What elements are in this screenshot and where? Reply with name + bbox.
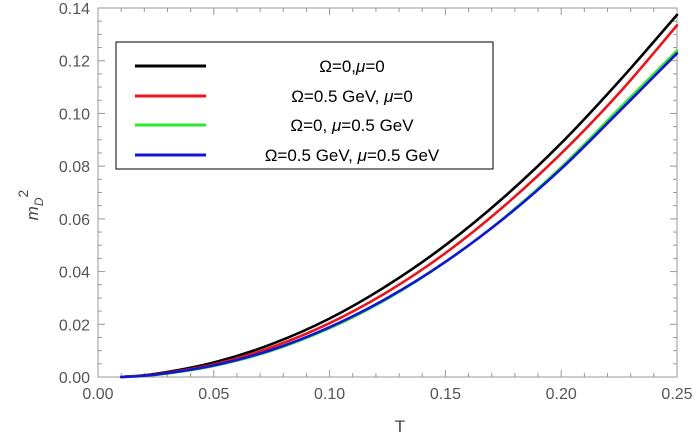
legend-label-part: =0 [365,57,384,76]
legend-items: Ω=0,μ=0Ω=0.5 GeV, μ=0Ω=0, μ=0.5 GeVΩ=0.5… [135,57,440,165]
legend: Ω=0,μ=0Ω=0.5 GeV, μ=0Ω=0, μ=0.5 GeVΩ=0.5… [115,41,494,170]
y-tick-label: 0.10 [59,106,90,123]
legend-label: Ω=0.5 GeV, μ=0 [291,87,413,106]
y-tick-label: 0.00 [59,370,90,387]
series-line-1 [119,13,679,379]
legend-item: Ω=0.5 GeV, μ=0.5 GeV [135,146,440,165]
legend-label-part: Ω=0, [319,57,356,76]
x-axis-label: T [395,417,405,436]
series-line-4 [119,52,679,379]
y-tick-label: 0.02 [59,317,90,334]
x-tick-label: 0.15 [430,386,461,403]
legend-label-part: Ω=0.5 GeV, [291,87,384,106]
legend-label-part: =0.5 GeV [341,116,414,135]
legend-label-part: Ω=0, [290,116,332,135]
x-tick-label: 0.10 [314,386,345,403]
y-tick-label: 0.08 [59,159,90,176]
y-axis-label-superscript: 2 [15,189,31,197]
x-tick-label: 0.00 [82,386,113,403]
legend-label-part: μ [355,57,366,76]
y-tick-label: 0.12 [59,54,90,71]
legend-item: Ω=0, μ=0.5 GeV [135,116,414,135]
legend-label-part: =0 [393,87,412,106]
legend-label-part: Ω=0.5 GeV, [265,146,358,165]
x-tick-label: 0.05 [198,386,229,403]
legend-item: Ω=0,μ=0 [135,57,385,76]
legend-label-part: μ [331,116,342,135]
legend-item: Ω=0.5 GeV, μ=0 [135,87,413,106]
legend-box [115,41,494,170]
legend-label-part: μ [383,87,394,106]
x-tick-label: 0.25 [661,386,692,403]
legend-label: Ω=0,μ=0 [319,57,385,76]
y-tick-label: 0.06 [59,212,90,229]
series-lines [119,13,679,379]
legend-label-part: =0.5 GeV [367,146,440,165]
legend-label-part: μ [357,146,368,165]
legend-label: Ω=0, μ=0.5 GeV [290,116,414,135]
y-axis-label-main: m [23,206,42,220]
y-axis-label: mD2 [15,189,46,220]
y-tick-label: 0.14 [59,1,90,18]
x-axis-ticks: 0.00 0.05 0.10 0.15 0.20 0.25 [82,8,693,403]
legend-label: Ω=0.5 GeV, μ=0.5 GeV [265,146,440,165]
x-tick-label: 0.20 [546,386,577,403]
y-axis-label-subscript: D [32,197,46,206]
y-tick-label: 0.04 [59,265,90,282]
